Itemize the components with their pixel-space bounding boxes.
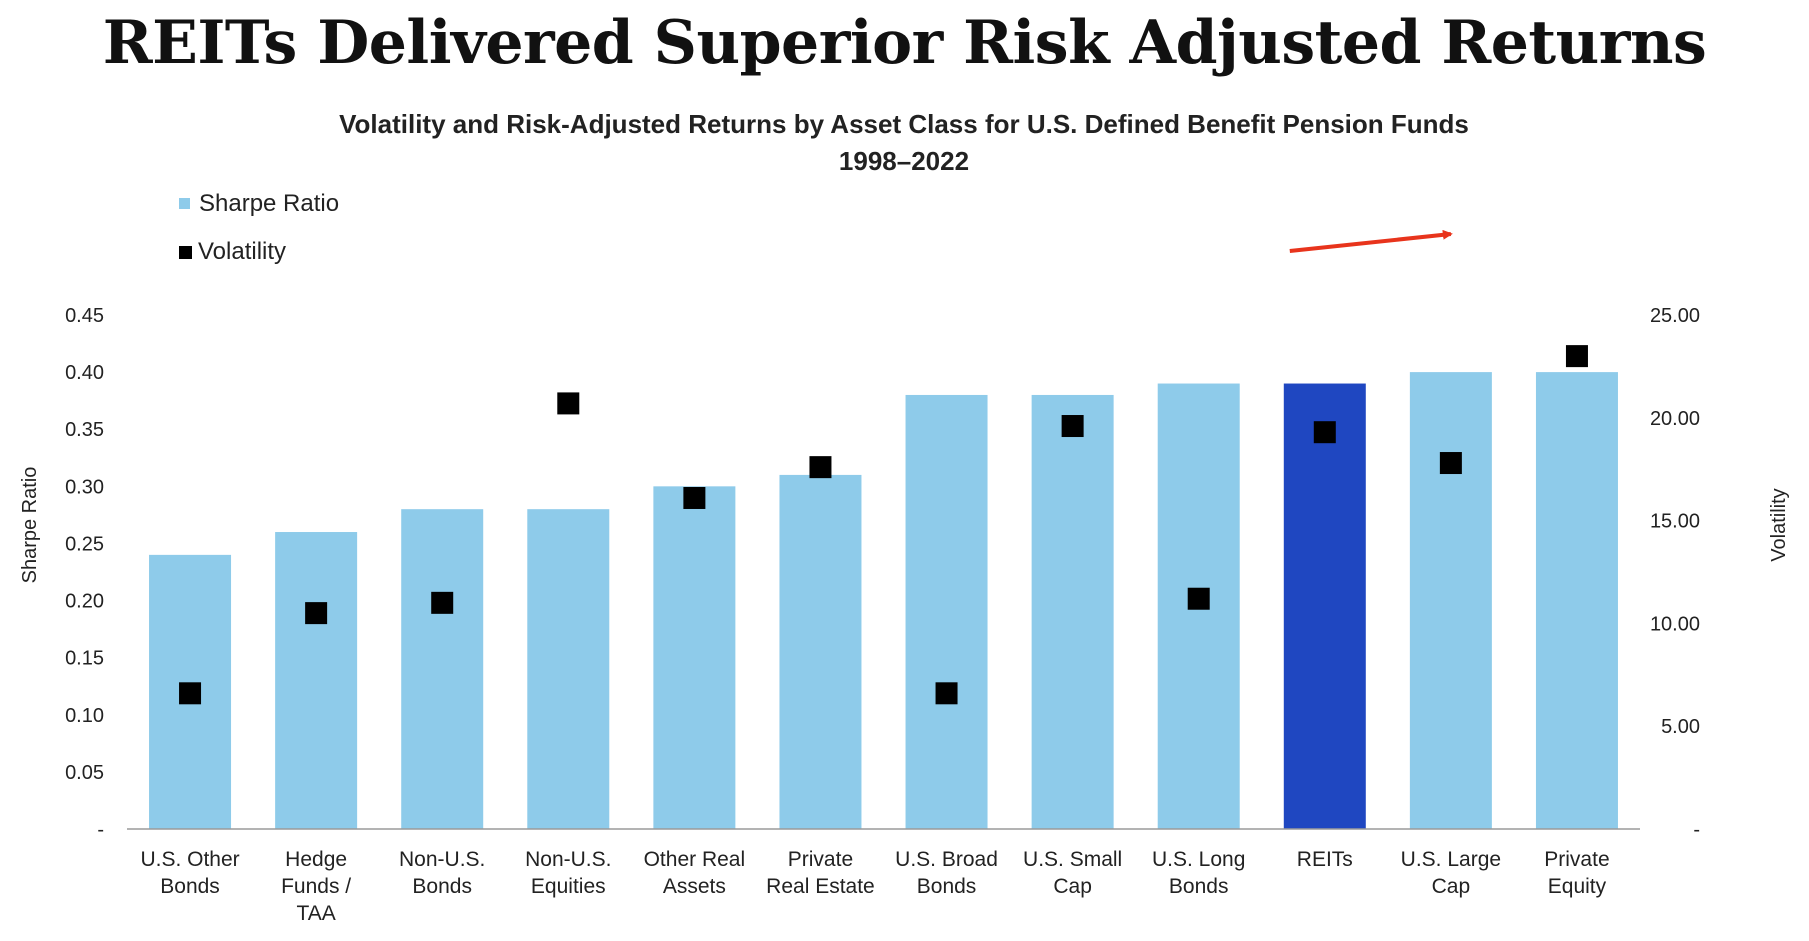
left-axis-label: Sharpe Ratio bbox=[19, 467, 41, 584]
sharpe-bar bbox=[527, 509, 610, 829]
left-tick-label: 0.20 bbox=[65, 591, 104, 613]
sharpe-bar bbox=[1283, 383, 1366, 829]
volatility-markers bbox=[179, 345, 1588, 705]
legend-sharpe-label: Sharpe Ratio bbox=[199, 190, 339, 217]
left-tick-label: 0.30 bbox=[65, 476, 104, 498]
right-tick-label: 20.00 bbox=[1650, 408, 1700, 430]
chart-title: Volatility and Risk-Adjusted Returns by … bbox=[339, 109, 1469, 139]
legend-volatility-swatch bbox=[179, 246, 192, 259]
legend: Sharpe Ratio Volatility bbox=[179, 190, 339, 265]
category-label: Hedge Funds / TAA bbox=[281, 848, 351, 925]
left-tick-label: 0.10 bbox=[65, 705, 104, 727]
right-tick-label: 10.00 bbox=[1650, 613, 1700, 635]
right-tick-label: - bbox=[1693, 819, 1700, 841]
left-tick-label: 0.40 bbox=[65, 362, 104, 384]
volatility-marker bbox=[1187, 587, 1210, 610]
left-tick-label: 0.15 bbox=[65, 648, 104, 670]
sharpe-bar bbox=[275, 532, 358, 829]
left-axis: - 0.05 0.10 0.15 0.20 0.25 0.30 0.35 0.40 0.45 bbox=[65, 305, 104, 841]
category-label: Other Real Assets bbox=[644, 848, 746, 898]
sharpe-bar bbox=[401, 509, 484, 829]
sharpe-bar bbox=[1535, 372, 1618, 829]
category-label: U.S. Large Cap bbox=[1401, 848, 1501, 898]
right-tick-label: 5.00 bbox=[1661, 716, 1700, 738]
category-label: REITs bbox=[1297, 848, 1353, 871]
category-label: U.S. Other Bonds bbox=[140, 848, 239, 898]
right-tick-label: 25.00 bbox=[1650, 305, 1700, 327]
legend-volatility-label: Volatility bbox=[198, 238, 286, 265]
left-tick-label: 0.35 bbox=[65, 419, 104, 441]
category-label: Private Equity bbox=[1544, 848, 1609, 898]
right-axis: - 5.00 10.00 15.00 20.00 25.00 bbox=[1650, 305, 1700, 841]
volatility-marker bbox=[305, 602, 328, 625]
legend-sharpe-swatch bbox=[179, 198, 190, 209]
category-label: Non-U.S. Equities bbox=[525, 848, 611, 898]
left-tick-label: 0.05 bbox=[65, 762, 104, 784]
volatility-marker bbox=[1439, 452, 1462, 475]
volatility-marker bbox=[1313, 421, 1336, 444]
sharpe-bar bbox=[1031, 394, 1114, 829]
category-label: Private Real Estate bbox=[766, 848, 875, 898]
volatility-marker bbox=[1061, 415, 1084, 438]
volatility-marker bbox=[179, 682, 202, 705]
sharpe-bar bbox=[1409, 372, 1492, 829]
chart-subtitle: 1998–2022 bbox=[839, 146, 969, 176]
sharpe-bar bbox=[653, 486, 736, 829]
left-tick-label: 0.45 bbox=[65, 305, 104, 327]
right-axis-label: Volatility bbox=[1768, 488, 1790, 561]
volatility-marker bbox=[557, 392, 580, 415]
left-tick-label: - bbox=[97, 819, 104, 841]
volatility-marker bbox=[809, 456, 832, 479]
volatility-marker bbox=[935, 682, 958, 705]
volatility-marker bbox=[431, 591, 454, 614]
right-tick-label: 15.00 bbox=[1650, 511, 1700, 533]
volatility-marker bbox=[683, 486, 706, 509]
category-label: Non-U.S. Bonds bbox=[399, 848, 485, 898]
sharpe-bars bbox=[149, 372, 1618, 829]
chart: Volatility and Risk-Adjusted Returns by … bbox=[19, 109, 1790, 925]
annotation-arrow bbox=[1289, 229, 1453, 253]
sharpe-bar bbox=[779, 474, 862, 829]
left-tick-label: 0.25 bbox=[65, 533, 104, 555]
category-label: U.S. Small Cap bbox=[1023, 848, 1122, 898]
category-label: U.S. Long Bonds bbox=[1152, 848, 1245, 898]
page-headline: REITs Delivered Superior Risk Adjusted R… bbox=[102, 8, 1707, 78]
category-label: U.S. Broad Bonds bbox=[895, 848, 998, 898]
sharpe-bar bbox=[905, 394, 988, 829]
volatility-marker bbox=[1565, 345, 1588, 368]
category-labels: U.S. Other Bonds Hedge Funds / TAA Non-U.S. Bo… bbox=[140, 848, 1609, 925]
